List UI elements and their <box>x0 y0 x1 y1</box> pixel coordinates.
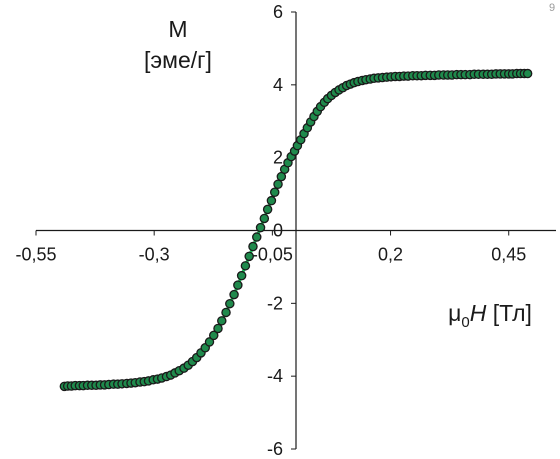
x-axis-title-subscript: 0 <box>461 314 469 331</box>
data-point <box>252 232 262 242</box>
x-tick-label: 0,45 <box>491 245 526 265</box>
data-point <box>233 280 243 290</box>
data-point <box>213 323 223 334</box>
x-axis-title-variable: H <box>470 300 487 326</box>
data-point <box>259 213 270 224</box>
y-tick-label: 4 <box>273 75 283 95</box>
data-point <box>240 261 251 271</box>
data-points <box>59 68 533 392</box>
data-point <box>208 330 219 341</box>
data-point <box>221 307 231 318</box>
y-tick-label: -2 <box>267 293 283 313</box>
y-tick-label: 6 <box>273 2 283 22</box>
y-axis-title-line1: M <box>168 16 187 42</box>
x-tick-label: -0,3 <box>139 245 170 265</box>
y-tick-label: -4 <box>267 366 283 386</box>
data-point <box>266 195 277 206</box>
y-axis-title-line2: [эме/г] <box>144 47 212 73</box>
data-point <box>225 298 235 309</box>
data-point <box>244 251 254 262</box>
tick-labels: -0,55 -0,3 -0,05 0,2 0,45 -6 -4 -2 0 2 4 6 <box>15 2 526 459</box>
x-tick-label: 0,2 <box>378 245 403 265</box>
data-point <box>262 204 273 215</box>
data-point <box>229 289 239 300</box>
data-point <box>236 270 247 281</box>
data-point <box>269 187 280 198</box>
x-axis-title: μ0H [Тл] <box>448 300 532 331</box>
data-point <box>204 337 215 347</box>
data-point <box>217 316 227 326</box>
x-axis-title-symbol: μ <box>448 300 461 326</box>
y-tick-label: 2 <box>273 148 283 168</box>
data-point <box>255 222 266 233</box>
corner-mark: 9 <box>549 2 555 14</box>
x-axis-title-unit: [Тл] <box>486 300 532 326</box>
data-point <box>273 179 283 190</box>
y-tick-label: -6 <box>267 439 283 459</box>
y-tick-label: 0 <box>273 221 283 241</box>
data-point <box>522 68 533 79</box>
data-point <box>248 241 258 252</box>
x-tick-label: -0,05 <box>252 245 293 265</box>
x-tick-label: -0,55 <box>15 245 56 265</box>
